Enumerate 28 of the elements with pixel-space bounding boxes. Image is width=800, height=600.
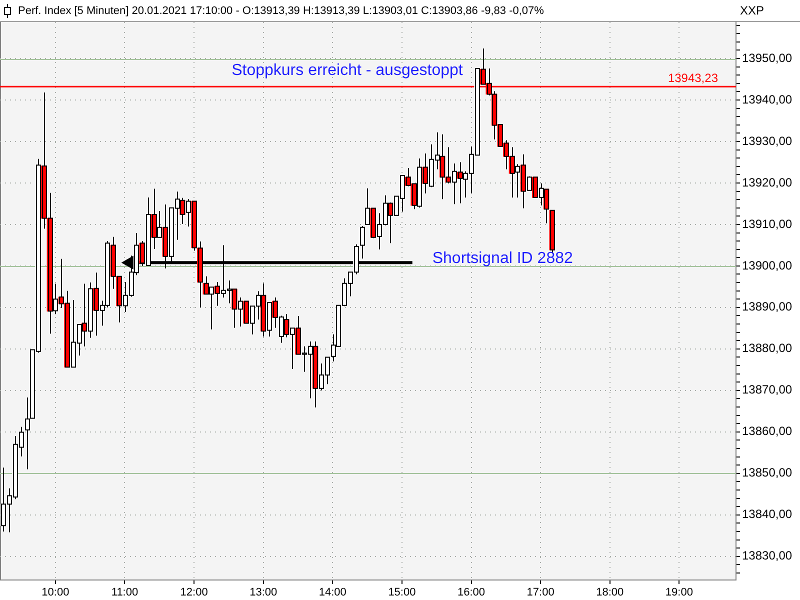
- annotation: Shortsignal ID 2882: [432, 250, 573, 268]
- y-tick-label: 13880,00: [742, 341, 792, 356]
- y-tick-label: 13910,00: [742, 216, 792, 231]
- x-tick-label: 19:00: [665, 586, 693, 599]
- annotation: Stoppkurs erreicht - ausgestoppt: [232, 62, 464, 79]
- ref-line-label: 13943,23: [668, 70, 718, 85]
- x-tick-label: 12:00: [180, 586, 208, 599]
- x-tick-label: 17:00: [526, 586, 554, 599]
- y-tick-label: 13920,00: [742, 175, 792, 190]
- x-tick-label: 14:00: [318, 586, 346, 599]
- x-tick-label: 18:00: [596, 586, 624, 599]
- y-tick-label: 13890,00: [742, 300, 792, 314]
- y-tick-label: 13870,00: [742, 382, 792, 397]
- y-tick-label: 13860,00: [742, 424, 792, 438]
- y-tick-label: 13830,00: [742, 548, 792, 563]
- y-tick-label: 13940,00: [742, 92, 792, 106]
- x-tick-label: 11:00: [111, 586, 138, 599]
- chart-title: Perf. Index [5 Minuten] 20.01.2021 17:10:00 - O:13913,39 H:13913,39 L:13903,01 C:13903,86 -9,83 -0,07%: [18, 5, 544, 18]
- y-tick-label: 13900,00: [742, 258, 792, 272]
- x-tick-label: 16:00: [457, 586, 486, 599]
- y-tick-label: 13950,00: [742, 50, 792, 65]
- x-tick-label: 15:00: [388, 586, 416, 599]
- x-tick-label: 13:00: [250, 586, 278, 599]
- y-tick-label: 13850,00: [742, 466, 792, 480]
- y-tick-label: 13930,00: [742, 134, 792, 148]
- text: XXP: [740, 3, 764, 18]
- y-tick-label: 13840,00: [742, 507, 792, 522]
- x-tick-label: 10:00: [42, 586, 70, 599]
